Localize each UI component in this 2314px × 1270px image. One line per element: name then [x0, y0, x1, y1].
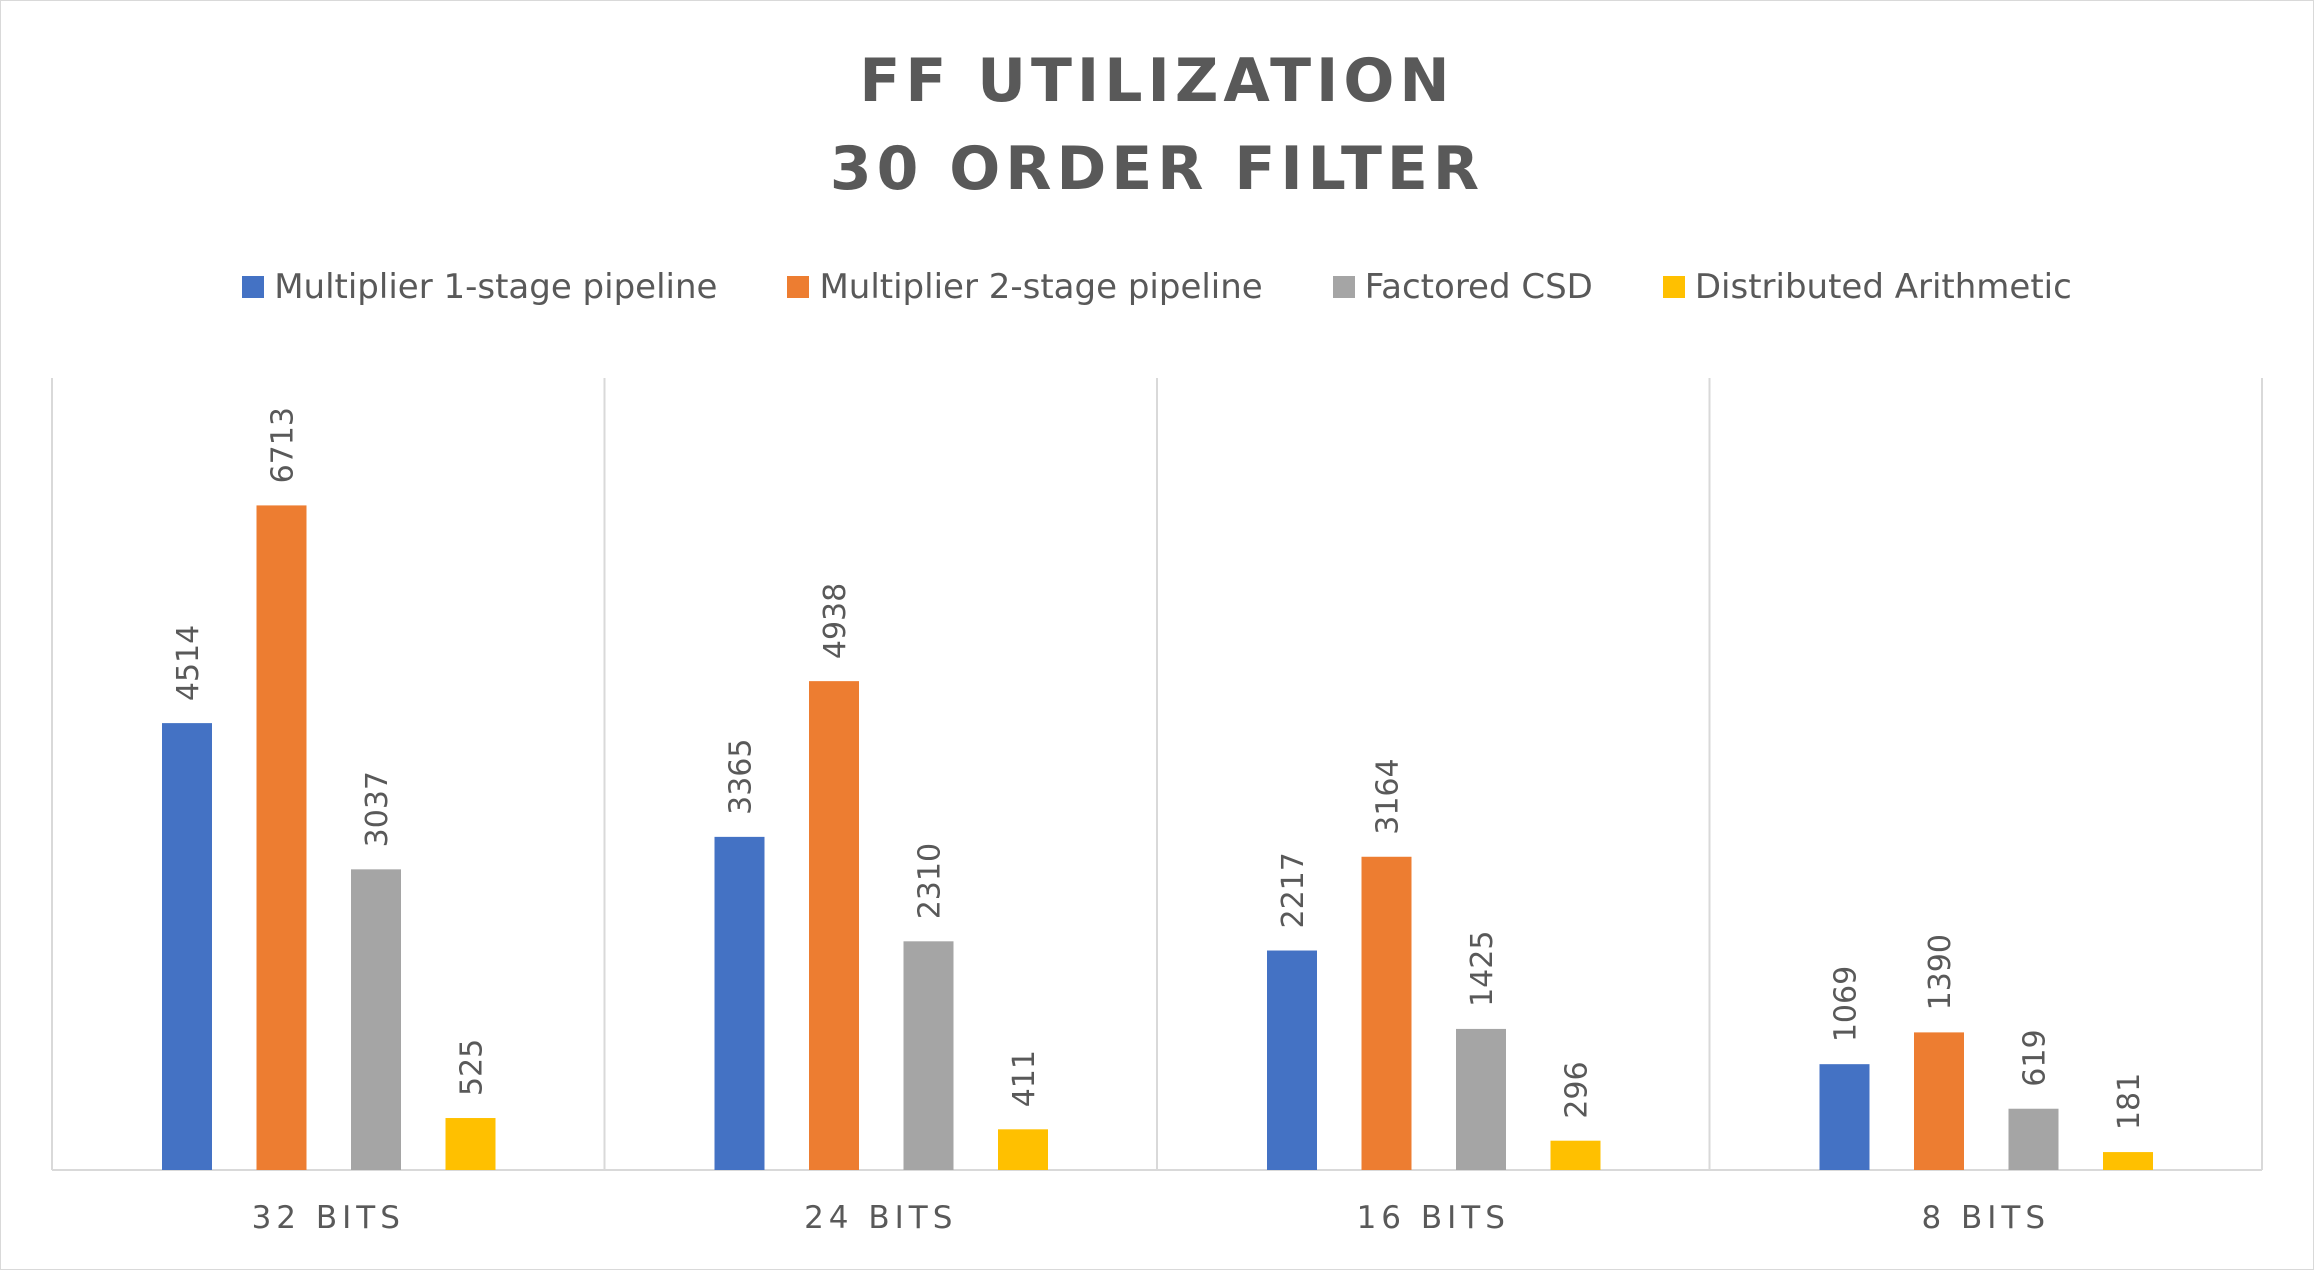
legend-item-series-2: Multiplier 2-stage pipeline [787, 267, 1263, 307]
bar-4-1 [445, 1118, 496, 1170]
bar-1-1 [162, 723, 212, 1170]
x-tick-label-1: 32 BITS [252, 1200, 405, 1236]
data-label-4-3: 296 [1560, 1061, 1595, 1118]
data-label-2-1: 6713 [266, 407, 301, 483]
bar-2-2 [809, 681, 859, 1170]
bar-2-4 [1914, 1032, 1964, 1170]
bar-3-1 [351, 869, 401, 1170]
data-label-2-4: 1390 [1923, 934, 1958, 1010]
legend-item-series-4: Distributed Arithmetic [1662, 267, 2072, 307]
data-label-3-1: 3037 [360, 771, 395, 847]
legend-swatch-series-3 [1332, 276, 1355, 298]
bar-2-1 [256, 505, 307, 1171]
legend-swatch-series-1 [242, 276, 265, 298]
bar-1-4 [1819, 1064, 1870, 1170]
chart-legend: Multiplier 1-stage pipeline Multiplier 2… [0, 262, 2314, 312]
chart-title-line-2: 30 ORDER FILTER [829, 134, 1485, 204]
data-label-3-3: 1425 [1465, 931, 1500, 1007]
data-label-3-4: 619 [2018, 1029, 2053, 1086]
legend-item-series-3: Factored CSD [1332, 267, 1593, 307]
data-label-4-1: 525 [455, 1039, 490, 1096]
legend-label-series-3: Factored CSD [1364, 267, 1593, 307]
data-label-1-4: 1069 [1829, 966, 1864, 1042]
bar-4-2 [998, 1129, 1048, 1170]
legend-label-series-1: Multiplier 1-stage pipeline [274, 267, 718, 307]
data-label-2-2: 4938 [818, 583, 853, 659]
x-tick-label-2: 24 BITS [804, 1200, 957, 1236]
bar-4-3 [1550, 1140, 1601, 1170]
bar-1-3 [1267, 950, 1317, 1170]
bar-2-3 [1361, 856, 1412, 1170]
legend-label-series-2: Multiplier 2-stage pipeline [819, 267, 1263, 307]
bar-4-4 [2103, 1152, 2153, 1170]
data-label-3-2: 2310 [913, 843, 948, 919]
legend-label-series-4: Distributed Arithmetic [1694, 267, 2072, 307]
legend-swatch-series-4 [1662, 276, 1685, 298]
legend-item-series-1: Multiplier 1-stage pipeline [242, 267, 717, 307]
data-label-1-3: 2217 [1276, 852, 1311, 928]
bar-3-3 [1456, 1028, 1506, 1170]
data-label-4-4: 181 [2112, 1073, 2147, 1130]
data-label-1-2: 3365 [724, 739, 759, 815]
data-label-1-1: 4514 [171, 625, 206, 701]
legend-swatch-series-2 [787, 276, 810, 298]
data-label-2-3: 3164 [1371, 758, 1406, 834]
bar-1-2 [714, 836, 765, 1170]
bar-3-4 [2008, 1108, 2059, 1170]
chart-title-line-1: FF UTILIZATION [859, 46, 1455, 116]
x-tick-label-4: 8 BITS [1921, 1200, 2050, 1236]
x-tick-label-3: 16 BITS [1357, 1200, 1510, 1236]
data-label-4-2: 411 [1007, 1050, 1042, 1107]
bar-3-2 [903, 941, 954, 1170]
